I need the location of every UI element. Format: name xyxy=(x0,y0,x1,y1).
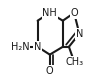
Text: O: O xyxy=(46,66,54,76)
Text: O: O xyxy=(70,8,78,18)
Text: N: N xyxy=(76,29,83,39)
Text: CH₃: CH₃ xyxy=(65,57,83,67)
Text: N: N xyxy=(34,42,41,52)
Text: NH: NH xyxy=(42,8,57,18)
Text: H₂N: H₂N xyxy=(11,42,29,52)
